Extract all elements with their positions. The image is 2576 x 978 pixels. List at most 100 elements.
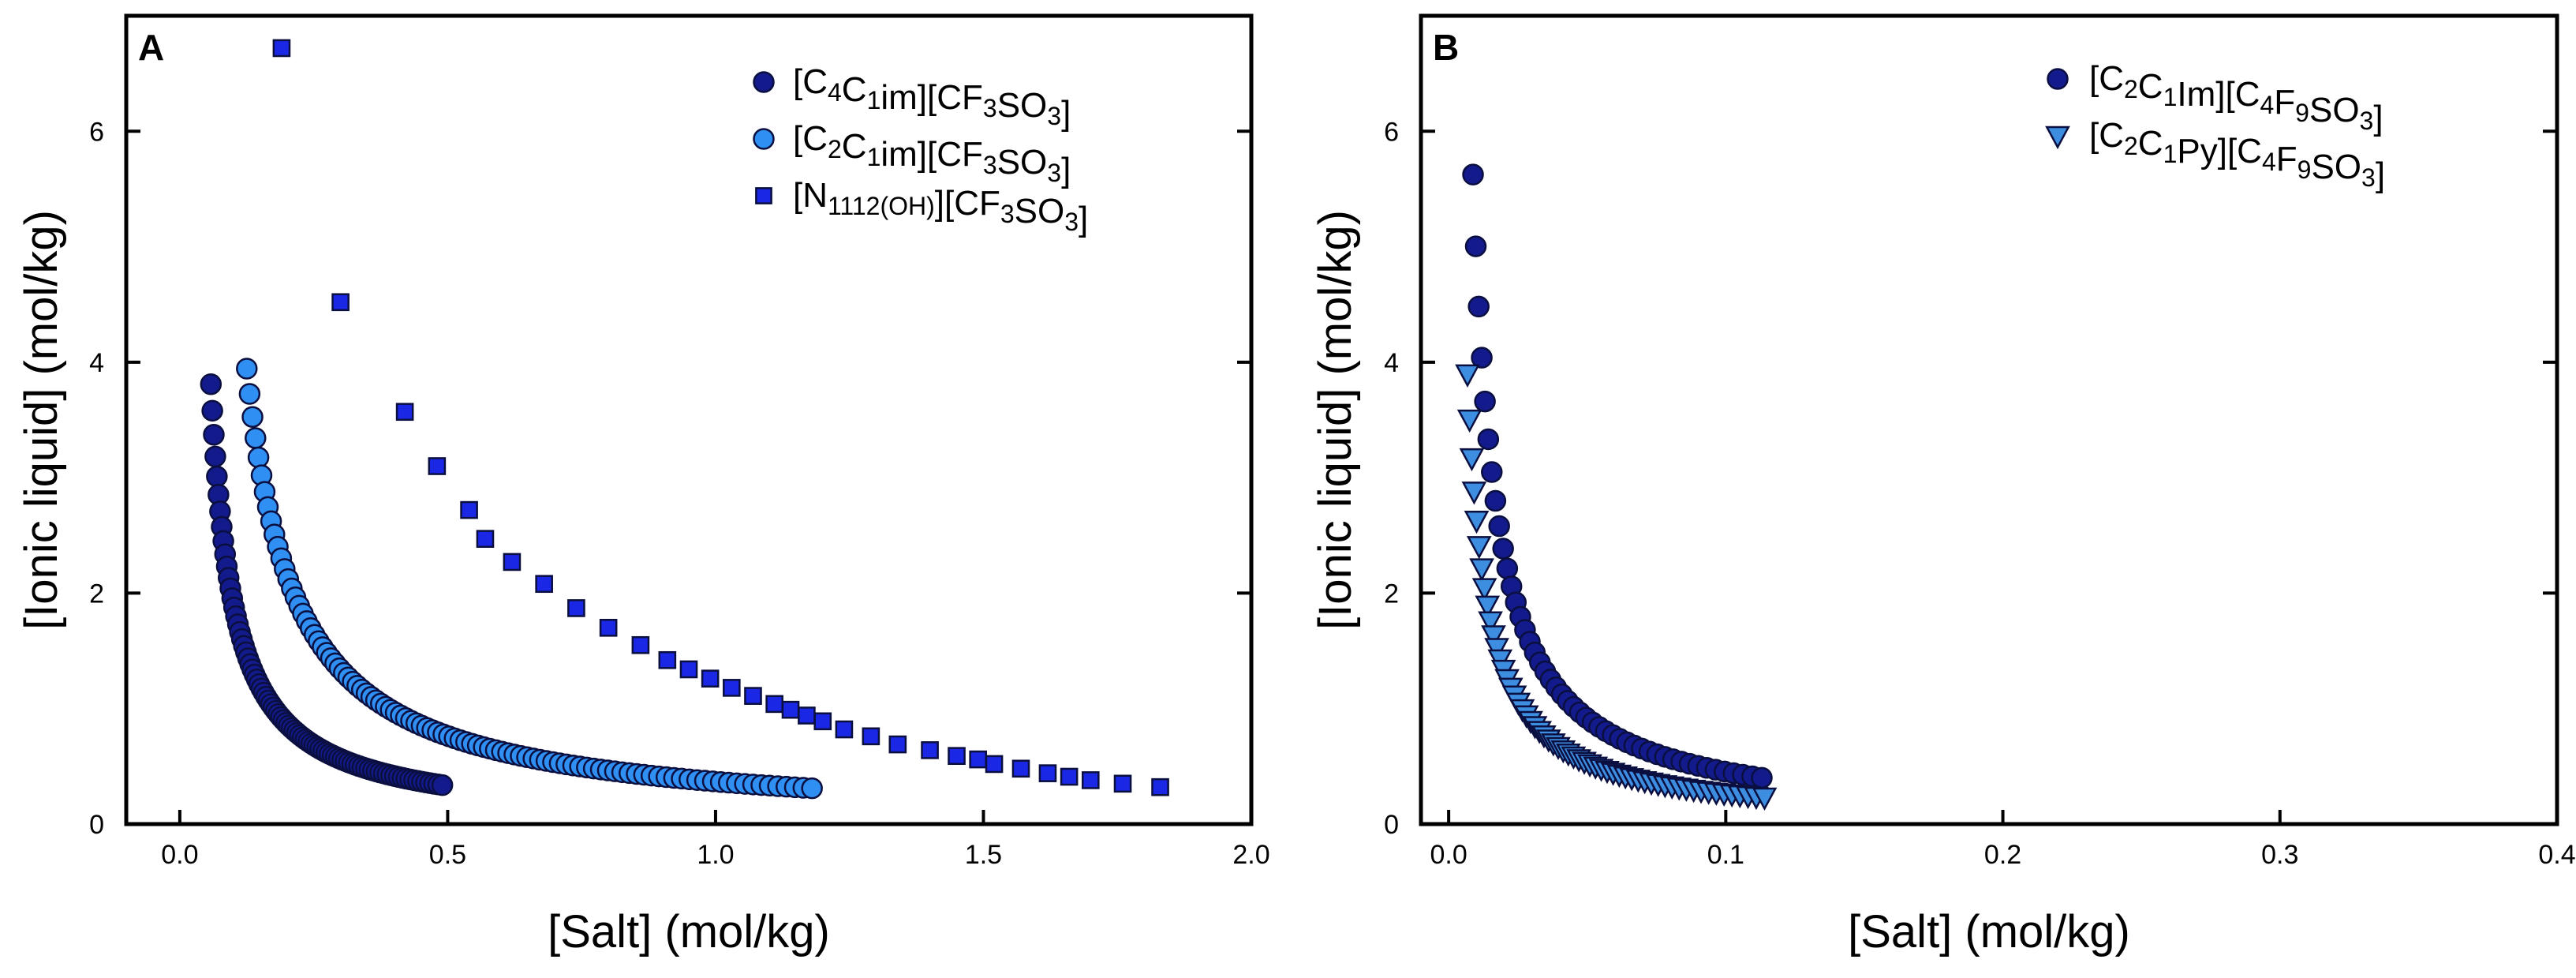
panel-b-series-1-point [1462,163,1484,185]
panel-b-series-2-point [1471,578,1497,601]
panel-a-series-2-point [236,358,258,380]
panel-a-letter: A [138,27,164,68]
panel-a-y-tick-label: 6 [89,117,104,147]
panel-b-y-axis-title: [Ionic liquid] (mol/kg) [1310,210,1361,630]
panel-a-series-3-point [272,39,291,58]
panel-b-series-1-point [1488,515,1510,538]
panel-a-series-1-point [200,373,222,395]
panel-b-series-1-point [1464,235,1487,257]
panel-a-series-1 [200,373,454,796]
panel-a-series-3 [272,39,1169,796]
panel-b-series-2-point [1464,510,1490,534]
panel-a-series-3-point [862,727,880,746]
panel-a-series-1-point [201,399,223,422]
panel-a-x-tick-label: 0.0 [161,840,198,870]
panel-a-series-3-point [744,687,762,705]
panel-b-series-2-point [1752,787,1778,811]
panel-a-series-1-point [204,445,226,468]
panel-a-series-3-point [567,599,585,617]
panel-b-x-tick-label: 0.0 [1430,840,1467,870]
panel-a-series-3-point [1151,778,1169,796]
panel-b-legend-label-2: [C2C1Py][C4F9SO3] [2089,116,2385,194]
panel-b-series-1-point [1474,390,1496,413]
panel-a-plot-frame [124,13,1254,826]
panel-a-series-3-point [1060,767,1079,786]
panel-b-series-1-point [1477,428,1500,451]
panel-b-points [1455,163,1778,811]
panel-b-series-1-point [1492,538,1514,560]
panel-a-series-3-point [781,700,800,719]
panel-a-legend-label-2: [C2C1im][CF3SO3] [793,119,1071,189]
panel-a-series-2 [236,358,823,800]
panel-a-y-tick-label: 4 [89,348,104,378]
panel-b-ticks: 0.0 0.1 0.2 0.3 0.4 0 2 4 6 [1384,117,2576,870]
panel-b-legend-marker-1 [2047,68,2069,90]
panel-b-series-2-point [1475,595,1501,619]
panel-a-x-tick-label: 1.5 [965,840,1002,870]
panel-a-series-3-point [1081,771,1100,789]
panel-a-series-3-point [631,635,650,654]
panel-a-series-2-point [247,446,270,469]
panel-a-series-1-point [206,465,228,488]
panel-a-series-3-point [1011,759,1030,778]
panel-a-series-3-point [921,741,939,759]
panel-a-series-3-point [888,735,907,754]
panel-b-y-tick-label: 2 [1384,579,1399,609]
panel-a-series-3-point [985,755,1004,774]
panel-a-series-3-point [535,575,553,594]
panel-a-series-3-point [503,553,522,571]
panel-a-legend-label-1: [C4C1im][CF3SO3] [793,62,1071,133]
panel-a-x-tick-label: 0.5 [429,840,466,870]
panel-b-series-2-point [1455,364,1480,388]
panel-a-series-3-point [1038,764,1057,782]
panel-a-x-axis-title: [Salt] (mol/kg) [548,906,830,957]
panel-a-legend-label-3: [N1112(OH)][CF3SO3] [793,176,1088,238]
panel-b-series-1-point [1484,489,1507,512]
panel-a-x-tick-label: 2.0 [1232,840,1269,870]
panel-a-y-axis-title: [Ionic liquid] (mol/kg) [16,210,67,630]
panel-b-series-2-point [1469,558,1494,582]
panel-a-series-2-point [241,406,264,428]
panel-a-series-3-point [460,500,478,519]
panel-b-series-2-point [1466,536,1492,560]
panel-a-series-3-point [476,530,495,548]
panel-b-x-tick-label: 0.4 [2538,840,2575,870]
panel-a-series-2-point [801,777,823,800]
panel-b-series-2-point [1456,409,1482,433]
panel-b-series-1-point [1481,461,1503,483]
panel-a-series-3-point [331,293,350,312]
panel-b-series-2-point [1461,482,1487,505]
panel-a-series-3-point [765,695,783,714]
panel-b-y-tick-label: 4 [1384,348,1399,378]
panel-a-series-3-point [679,660,698,679]
panel-b-series-1-point [1471,347,1493,369]
panel-a-series-1-point [203,423,225,446]
panel-a-legend-marker-3 [755,187,772,204]
panel-b-x-tick-label: 0.3 [2261,840,2298,870]
panel-a-x-tick-label: 1.0 [697,840,734,870]
panel-a-series-3-point [599,619,618,637]
panel-a: A 0.0 0.5 1.0 1.5 2.0 0 2 4 6 [C4C1im][CF3SO3][C… [16,13,1270,957]
panel-b-x-axis-title: [Salt] (mol/kg) [1848,906,2130,957]
panel-a-series-3-point [835,720,854,739]
panel-b-x-tick-label: 0.1 [1707,840,1744,870]
panel-b-y-tick-label: 0 [1384,810,1399,840]
panel-a-series-3-point [395,403,414,422]
panel-a-series-3-point [813,712,832,731]
panel-b-legend-label-1: [C2C1Im][C4F9SO3] [2089,59,2383,137]
panel-a-ticks: 0.0 0.5 1.0 1.5 2.0 0 2 4 6 [89,117,1270,870]
panel-a-series-3-point [948,747,966,766]
panel-a-series-2-point [245,427,267,449]
panel-a-y-tick-label: 0 [89,810,104,840]
panel-a-series-3-point [701,669,720,688]
panel-b-x-tick-label: 0.2 [1984,840,2021,870]
panel-b-legend-marker-2 [2045,126,2070,150]
panel-b-series-2-point [1481,625,1506,649]
panel-b-series-2 [1455,364,1778,811]
panel-b-series-1 [1462,163,1773,789]
panel-a-legend-marker-2 [753,128,775,150]
panel-a-series-1-point [431,774,454,796]
panel-b-legend: [C2C1Im][C4F9SO3][C2C1Py][C4F9SO3] [2045,59,2385,194]
